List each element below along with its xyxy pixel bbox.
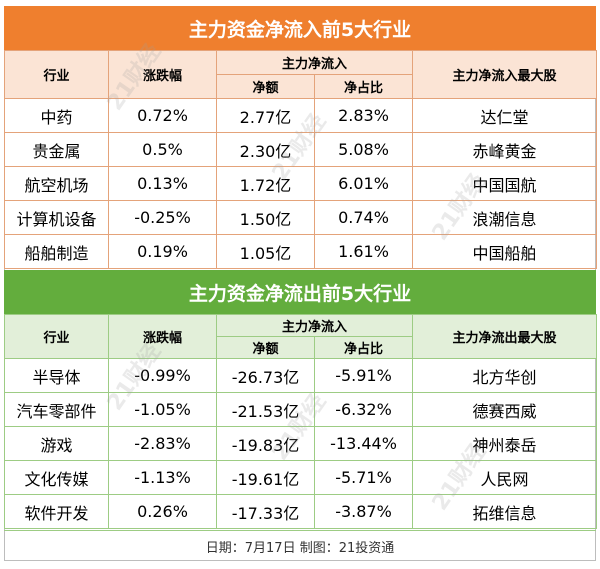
inflow-table: 行业 涨跌幅 主力净流入 主力净流入最大股 净额 净占比 中药 0.72% 2.… xyxy=(4,50,598,269)
change-cell: 0.5% xyxy=(108,132,217,167)
header-change: 涨跌幅 xyxy=(108,314,217,359)
ratio-cell: 0.74% xyxy=(313,200,414,235)
industry-cell: 中药 xyxy=(4,98,109,133)
industry-cell: 贵金属 xyxy=(4,132,109,167)
stock-cell: 德赛西威 xyxy=(412,392,598,427)
header-amount: 净额 xyxy=(216,336,315,359)
stock-cell: 赤峰黄金 xyxy=(412,132,598,167)
table-row: 中药 0.72% 2.77亿 2.83% 达仁堂 xyxy=(4,98,598,133)
table-row: 贵金属 0.5% 2.30亿 5.08% 赤峰黄金 xyxy=(4,132,598,167)
amount-cell: 1.72亿 xyxy=(216,166,315,201)
ratio-cell: 6.01% xyxy=(313,166,414,201)
change-cell: -0.99% xyxy=(108,358,217,393)
stock-cell: 神州泰岳 xyxy=(412,426,598,461)
amount-cell: -19.61亿 xyxy=(216,460,315,495)
inflow-title: 主力资金净流入前5大行业 xyxy=(4,6,596,50)
footer-credit: 日期：7月17日 制图：21投资通 xyxy=(4,530,596,561)
header-ratio: 净占比 xyxy=(313,336,414,359)
stock-cell: 中国国航 xyxy=(412,166,598,201)
outflow-title: 主力资金净流出前5大行业 xyxy=(4,270,596,314)
industry-cell: 软件开发 xyxy=(4,494,109,529)
change-cell: -1.05% xyxy=(108,392,217,427)
industry-cell: 船舶制造 xyxy=(4,234,109,269)
industry-cell: 航空机场 xyxy=(4,166,109,201)
table-row: 软件开发 0.26% -17.33亿 -3.87% 拓维信息 xyxy=(4,494,598,529)
ratio-cell: 5.08% xyxy=(313,132,414,167)
stock-cell: 浪潮信息 xyxy=(412,200,598,235)
amount-cell: 2.30亿 xyxy=(216,132,315,167)
change-cell: -1.13% xyxy=(108,460,217,495)
ratio-cell: -13.44% xyxy=(313,426,414,461)
industry-cell: 文化传媒 xyxy=(4,460,109,495)
header-industry: 行业 xyxy=(4,314,109,359)
stock-cell: 拓维信息 xyxy=(412,494,598,529)
header-amount: 净额 xyxy=(216,74,315,99)
header-ratio: 净占比 xyxy=(313,74,414,99)
amount-cell: 1.05亿 xyxy=(216,234,315,269)
table-row: 航空机场 0.13% 1.72亿 6.01% 中国国航 xyxy=(4,166,598,201)
ratio-cell: -3.87% xyxy=(313,494,414,529)
ratio-cell: 1.61% xyxy=(313,234,414,269)
amount-cell: -17.33亿 xyxy=(216,494,315,529)
header-industry: 行业 xyxy=(4,50,109,99)
outflow-table: 行业 涨跌幅 主力净流入 主力净流出最大股 净额 净占比 半导体 -0.99% … xyxy=(4,314,598,529)
change-cell: 0.72% xyxy=(108,98,217,133)
header-main-net: 主力净流入 xyxy=(215,50,414,75)
change-cell: 0.19% xyxy=(108,234,217,269)
header-top-stock: 主力净流入最大股 xyxy=(412,50,598,99)
stock-cell: 北方华创 xyxy=(412,358,598,393)
amount-cell: -21.53亿 xyxy=(216,392,315,427)
header-main-net: 主力净流入 xyxy=(215,314,414,337)
change-cell: 0.13% xyxy=(108,166,217,201)
table-row: 文化传媒 -1.13% -19.61亿 -5.71% 人民网 xyxy=(4,460,598,495)
table-row: 船舶制造 0.19% 1.05亿 1.61% 中国船舶 xyxy=(4,234,598,269)
industry-cell: 汽车零部件 xyxy=(4,392,109,427)
ratio-cell: -5.91% xyxy=(313,358,414,393)
amount-cell: -19.83亿 xyxy=(216,426,315,461)
change-cell: -0.25% xyxy=(108,200,217,235)
table-row: 汽车零部件 -1.05% -21.53亿 -6.32% 德赛西威 xyxy=(4,392,598,427)
change-cell: 0.26% xyxy=(108,494,217,529)
table-row: 游戏 -2.83% -19.83亿 -13.44% 神州泰岳 xyxy=(4,426,598,461)
header-top-stock: 主力净流出最大股 xyxy=(412,314,598,359)
amount-cell: -26.73亿 xyxy=(216,358,315,393)
change-cell: -2.83% xyxy=(108,426,217,461)
industry-cell: 半导体 xyxy=(4,358,109,393)
table-row: 计算机设备 -0.25% 1.50亿 0.74% 浪潮信息 xyxy=(4,200,598,235)
industry-cell: 游戏 xyxy=(4,426,109,461)
table-row: 半导体 -0.99% -26.73亿 -5.91% 北方华创 xyxy=(4,358,598,393)
stock-cell: 达仁堂 xyxy=(412,98,598,133)
amount-cell: 1.50亿 xyxy=(216,200,315,235)
stock-cell: 中国船舶 xyxy=(412,234,598,269)
industry-cell: 计算机设备 xyxy=(4,200,109,235)
ratio-cell: 2.83% xyxy=(313,98,414,133)
header-change: 涨跌幅 xyxy=(108,50,217,99)
ratio-cell: -5.71% xyxy=(313,460,414,495)
amount-cell: 2.77亿 xyxy=(216,98,315,133)
stock-cell: 人民网 xyxy=(412,460,598,495)
ratio-cell: -6.32% xyxy=(313,392,414,427)
